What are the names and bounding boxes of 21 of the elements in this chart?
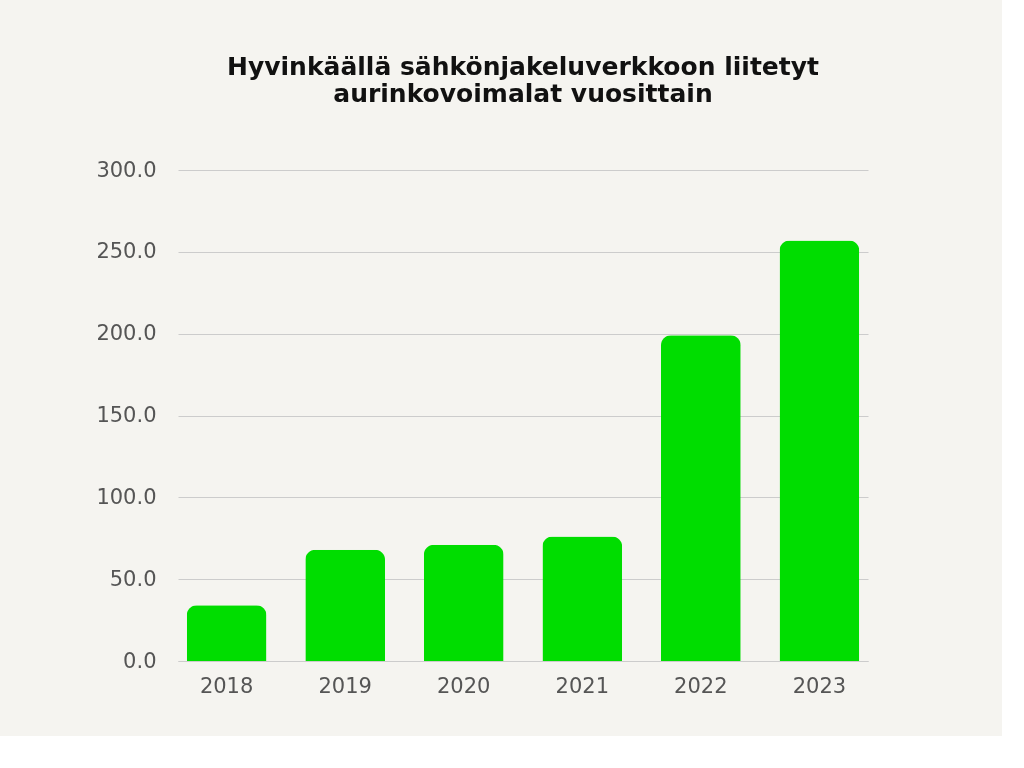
y-tick-label: 150.0 xyxy=(96,403,157,427)
x-tick-label: 2020 xyxy=(437,673,491,698)
y-tick-label: 100.0 xyxy=(96,484,157,509)
y-tick-label: 250.0 xyxy=(96,239,157,264)
bar xyxy=(305,549,386,661)
x-tick-label: 2022 xyxy=(674,673,728,698)
bar xyxy=(779,240,860,661)
bar xyxy=(660,335,741,661)
x-tick-label: 2021 xyxy=(555,673,609,698)
bar xyxy=(186,605,267,661)
x-tick-label: 2023 xyxy=(792,673,847,698)
y-tick-label: 0.0 xyxy=(123,648,157,673)
bar xyxy=(542,536,623,661)
x-tick-label: 2018 xyxy=(199,673,254,698)
y-tick-label: 50.0 xyxy=(109,566,157,591)
y-tick-label: 300.0 xyxy=(96,157,157,182)
text: aurinkovoimalat vuosittain xyxy=(333,79,713,108)
bar xyxy=(423,544,504,661)
text: Hyvinkäällä sähkönjakeluverkkoon liitetyt xyxy=(227,52,819,81)
x-tick-label: 2019 xyxy=(318,673,372,698)
y-tick-label: 200.0 xyxy=(96,321,157,346)
